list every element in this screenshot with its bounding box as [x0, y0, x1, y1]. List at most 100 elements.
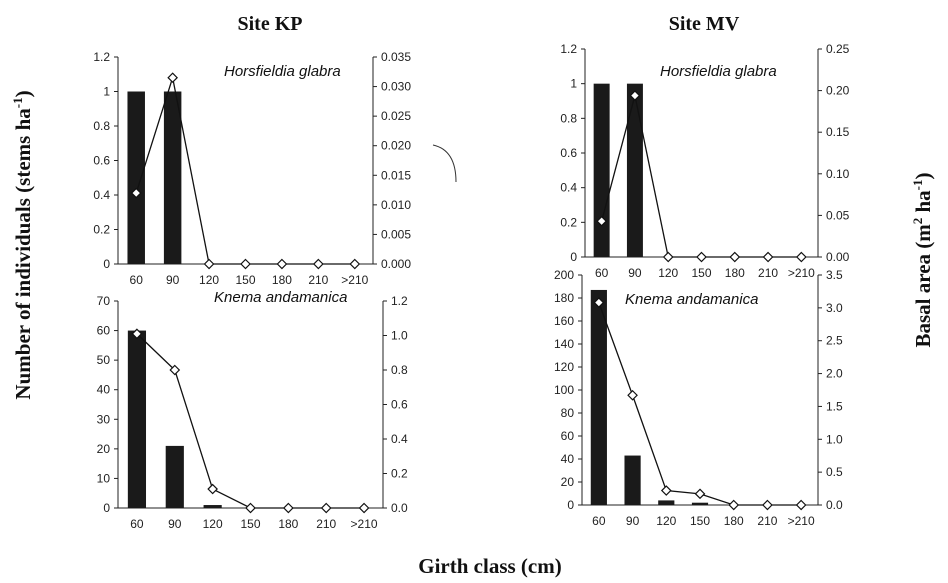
basal-area-point: [796, 251, 807, 263]
basal-area-point: [167, 72, 178, 84]
x-tick-label: 60: [130, 517, 144, 531]
x-tick-label: 60: [595, 266, 609, 280]
left-tick-label: 10: [97, 471, 111, 485]
x-tick-label: 210: [308, 273, 328, 287]
y-axis-title-left: Number of individuals (stems ha-1): [10, 90, 35, 399]
x-tick-label: 120: [656, 514, 676, 528]
x-tick-label: 150: [691, 266, 711, 280]
left-tick-label: 100: [554, 383, 574, 397]
basal-area-point: [130, 187, 142, 199]
right-tick-label: 0.00: [826, 250, 850, 264]
basal-area-point: [169, 364, 181, 376]
right-tick-label: 1.0: [391, 329, 408, 343]
right-tick-label: 0.005: [381, 227, 411, 241]
basal-area-point: [358, 502, 370, 514]
x-tick-label: 120: [203, 517, 223, 531]
basal-area-point: [694, 488, 706, 500]
panel-kp-ka: 0 10 20 30 40 50 60 70 0.0 0.2 0.4 0.6 0.8 1.0 1.2 60 90…: [97, 289, 408, 531]
x-axis-title: Girth class (cm): [418, 554, 561, 578]
x-tick-label: 180: [272, 273, 292, 287]
basal-area-point: [320, 502, 332, 514]
bar: [626, 83, 643, 258]
right-tick-label: 1.5: [826, 399, 843, 413]
x-tick-label: >210: [351, 517, 378, 531]
right-tick-label: 0.5: [826, 465, 843, 479]
left-tick-label: 0: [567, 498, 574, 512]
site-mv-title: Site MV: [669, 13, 740, 35]
bar: [127, 330, 147, 508]
species-label: Knema andamanica: [214, 289, 347, 306]
x-tick-label: 180: [724, 514, 744, 528]
species-label: Knema andamanica: [625, 291, 758, 308]
bar: [165, 445, 184, 508]
right-tick-label: 0.25: [826, 42, 850, 56]
left-tick-label: 40: [561, 452, 575, 466]
right-tick-label: 0.000: [381, 257, 411, 271]
x-tick-label: 120: [199, 273, 219, 287]
right-tick-label: 0.15: [826, 125, 850, 139]
right-tick-label: 0.05: [826, 208, 850, 222]
left-tick-label: 20: [561, 475, 575, 489]
left-tick-label: 0.4: [93, 188, 110, 202]
basal-area-point: [207, 483, 218, 495]
basal-area-point: [276, 258, 288, 270]
right-tick-label: 0.2: [391, 467, 408, 481]
basal-area-point: [131, 328, 143, 340]
left-tick-label: 1.2: [93, 50, 110, 64]
right-tick-label: 0.0: [391, 501, 408, 515]
bar: [658, 500, 675, 505]
basal-area-point: [349, 258, 361, 270]
right-tick-label: 0.6: [391, 398, 408, 412]
panel-mv-hg: 0 0.2 0.4 0.6 0.8 1 1.2 0.00 0.05 0.10 0.15 0.20 0.2…: [560, 42, 849, 280]
right-tick-label: 0.020: [381, 139, 411, 153]
x-tick-label: 210: [316, 517, 336, 531]
left-tick-label: 40: [97, 383, 111, 397]
left-tick-label: 1: [570, 77, 577, 91]
left-tick-label: 0: [103, 501, 110, 515]
bar: [624, 455, 641, 505]
basal-area-point: [629, 90, 641, 101]
left-tick-label: 20: [97, 442, 111, 456]
x-tick-label: 180: [278, 517, 298, 531]
right-tick-label: 1.2: [391, 294, 408, 308]
x-tick-label: 60: [592, 514, 606, 528]
site-kp-title: Site KP: [238, 13, 303, 35]
basal-area-point: [762, 251, 774, 263]
left-tick-label: 140: [554, 337, 574, 351]
basal-area-point: [596, 215, 607, 227]
right-tick-label: 0.0: [826, 498, 843, 512]
left-tick-label: 1: [103, 85, 110, 99]
left-tick-label: 120: [554, 360, 574, 374]
left-tick-label: 180: [554, 291, 574, 305]
right-tick-label: 0.035: [381, 50, 411, 64]
basal-area-point: [245, 502, 256, 514]
x-tick-label: 150: [690, 514, 710, 528]
x-tick-label: 150: [240, 517, 260, 531]
basal-area-point: [660, 485, 672, 496]
left-tick-label: 50: [97, 353, 111, 367]
bar: [203, 505, 222, 508]
basal-area-point: [203, 258, 215, 270]
left-tick-label: 0.6: [93, 154, 110, 168]
x-tick-label: 60: [130, 273, 144, 287]
bar: [593, 83, 610, 258]
x-tick-label: 90: [168, 517, 182, 531]
basal-area-point: [762, 499, 773, 511]
right-tick-label: 0.015: [381, 168, 411, 182]
right-tick-label: 0.010: [381, 198, 411, 212]
basal-area-point: [283, 502, 294, 514]
right-tick-label: 0.20: [826, 84, 850, 98]
x-tick-label: 90: [626, 514, 640, 528]
bar: [590, 289, 607, 505]
left-tick-label: 0.4: [560, 181, 577, 195]
basal-area-point: [240, 258, 251, 270]
x-tick-label: 120: [658, 266, 678, 280]
left-tick-label: 30: [97, 412, 111, 426]
right-tick-label: 0.10: [826, 167, 850, 181]
x-tick-label: >210: [341, 273, 368, 287]
x-tick-label: >210: [788, 514, 815, 528]
x-tick-label: 210: [758, 266, 778, 280]
right-tick-label: 0.4: [391, 432, 408, 446]
right-tick-label: 0.025: [381, 109, 411, 123]
